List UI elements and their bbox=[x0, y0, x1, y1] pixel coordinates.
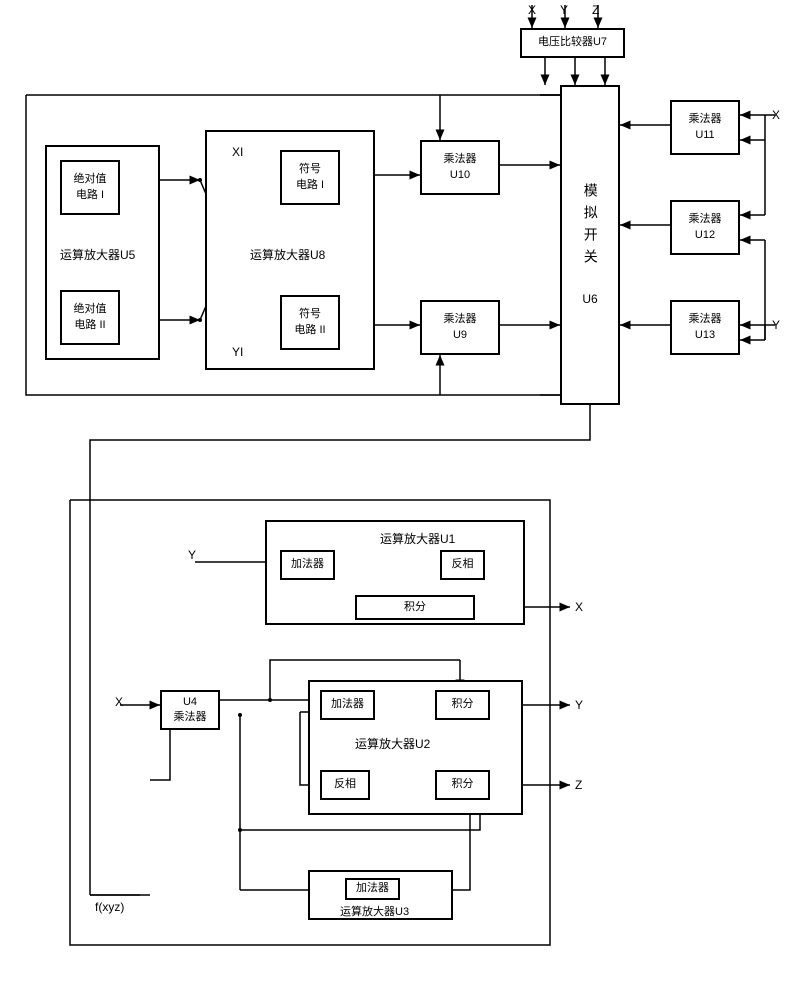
u1-title: 运算放大器U1 bbox=[380, 530, 455, 547]
block-inv2: 反相 bbox=[320, 770, 370, 800]
block-u12: 乘法器 U12 bbox=[670, 200, 740, 255]
block-int1: 积分 bbox=[355, 595, 475, 620]
block-u7: 电压比较器U7 bbox=[520, 28, 625, 58]
label-y-out: Y bbox=[575, 698, 583, 712]
block-u6: 模拟开关 U6 bbox=[560, 85, 620, 405]
block-adder3: 加法器 bbox=[345, 878, 400, 900]
block-abs2: 绝对值 电路 II bbox=[60, 290, 120, 345]
block-u9: 乘法器 U9 bbox=[420, 300, 500, 355]
label-y-mid: Y bbox=[188, 548, 196, 562]
block-u13: 乘法器 U13 bbox=[670, 300, 740, 355]
label-x-top: X bbox=[528, 3, 536, 17]
label-x-mid: X bbox=[115, 695, 123, 709]
u5-title: 运算放大器U5 bbox=[60, 246, 135, 263]
block-sign1: 符号 电路 I bbox=[280, 150, 340, 205]
u8-title: 运算放大器U8 bbox=[250, 246, 325, 263]
label-fxyz: f(xyz) bbox=[95, 900, 124, 914]
block-int3: 积分 bbox=[435, 770, 490, 800]
u2-title: 运算放大器U2 bbox=[355, 735, 430, 752]
label-y-top: Y bbox=[560, 3, 568, 17]
block-abs1: 绝对值 电路 I bbox=[60, 160, 120, 215]
u6-sub: U6 bbox=[582, 291, 597, 308]
u6-label: 模拟开关 bbox=[580, 183, 600, 271]
label-y-right: Y bbox=[772, 318, 780, 332]
u3-title: 运算放大器U3 bbox=[340, 903, 409, 919]
block-adder2: 加法器 bbox=[320, 690, 375, 720]
block-u10: 乘法器 U10 bbox=[420, 140, 500, 195]
label-z-out: Z bbox=[575, 778, 582, 792]
label-yi: YI bbox=[232, 345, 243, 359]
u7-label: 电压比较器U7 bbox=[538, 35, 607, 50]
block-inv1: 反相 bbox=[440, 550, 485, 580]
block-adder1: 加法器 bbox=[280, 550, 335, 580]
label-z-top: Z bbox=[592, 3, 599, 17]
label-x-out: X bbox=[575, 600, 583, 614]
label-xi: XI bbox=[232, 145, 243, 159]
block-sign2: 符号 电路 II bbox=[280, 295, 340, 350]
label-x-right: X bbox=[772, 108, 780, 122]
block-int2: 积分 bbox=[435, 690, 490, 720]
block-u4: U4 乘法器 bbox=[160, 690, 220, 730]
block-u11: 乘法器 U11 bbox=[670, 100, 740, 155]
